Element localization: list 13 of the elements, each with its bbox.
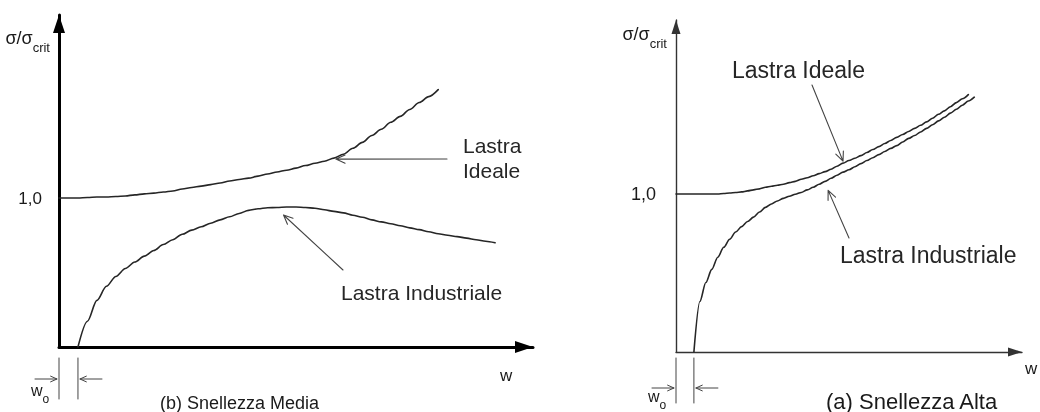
y-axis-title: σ/σ$_{crit}$ xyxy=(622,24,668,51)
text: 1,0 xyxy=(18,189,42,209)
text: 1,0 xyxy=(630,184,656,205)
text: w$_{o}$ xyxy=(30,382,50,406)
series-label: Lastra Industriale xyxy=(341,281,503,304)
text: Lastra Ideale xyxy=(732,57,865,83)
text: w$_{o}$ xyxy=(647,388,667,412)
y-axis-title: σ/σ$_{crit}$ xyxy=(5,28,51,55)
x-axis-title: w xyxy=(499,366,513,385)
text: Lastra Ideale xyxy=(463,134,528,182)
text: Lastra Industriale xyxy=(840,242,1017,268)
x-axis-title: w xyxy=(1024,359,1038,378)
text: (b) Snellezza Media xyxy=(160,393,321,412)
